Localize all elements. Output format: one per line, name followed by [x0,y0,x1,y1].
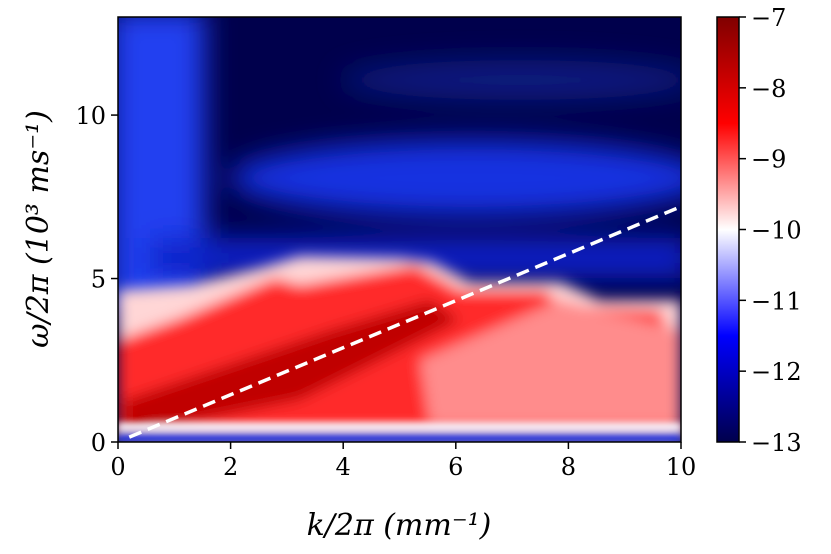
bottom-blue-strip [118,433,681,442]
colorbar-gradient [716,16,740,443]
x-tick-label: 6 [448,453,463,481]
heatmap-field [118,17,681,442]
upper-faint-band [340,60,681,100]
colorbar-tick-label: −9 [751,146,786,174]
x-tick-label: 4 [336,453,351,481]
colorbar-tick-label: −7 [751,4,786,32]
y-axis-label: ω/2π (10³ ms⁻¹) [21,110,56,348]
pale-red-region [420,300,681,425]
x-tick-label: 10 [666,453,697,481]
colorbar-tick-label: −12 [751,358,802,386]
x-tick-label: 0 [110,453,125,481]
bottom-white-strip [118,423,681,431]
colorbar-tick-label: −8 [751,75,786,103]
y-tick-label: 10 [75,102,106,130]
plot-frame [117,16,682,443]
y-tick-label: 5 [91,266,106,294]
x-tick-label: 8 [561,453,576,481]
y-axis: 0 5 10 [75,102,118,457]
x-axis-label: k/2π (mm⁻¹) [307,508,492,543]
colorbar-ticks: −13 −12 −11 −10 −9 −8 −7 [739,4,802,457]
colorbar-tick-label: −11 [751,287,802,315]
colorbar-tick-label: −10 [751,217,802,245]
colorbar: −13 −12 −11 −10 −9 −8 −7 [716,4,802,457]
colorbar-tick-label: −13 [751,429,802,457]
x-axis: 0 2 4 6 8 10 [110,442,696,481]
upper-blue-band [230,140,681,216]
y-tick-label: 0 [91,429,106,457]
x-tick-label: 2 [223,453,238,481]
